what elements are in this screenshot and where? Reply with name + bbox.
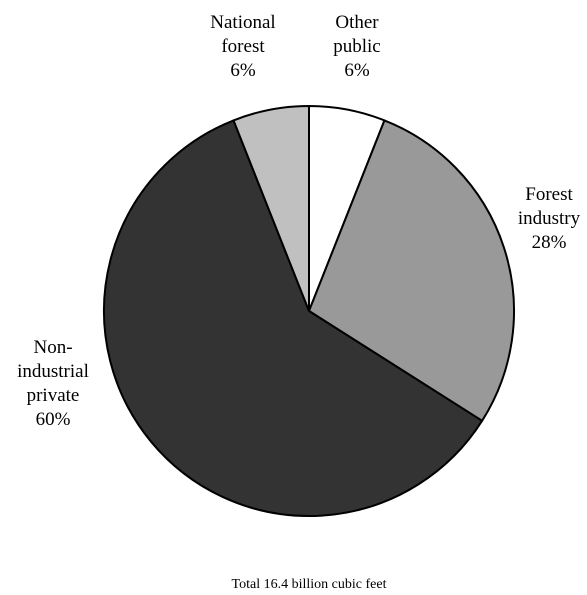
slice-label-line: Non- <box>33 337 72 358</box>
slice-label-line: National <box>210 12 275 33</box>
slice-label-line: 6% <box>344 60 370 81</box>
slice-label-line: 6% <box>230 60 256 81</box>
slice-label-line: 60% <box>36 409 71 430</box>
pie-slices <box>103 105 515 517</box>
slice-label-line: industrial <box>17 361 89 382</box>
slice-label-line: forest <box>221 36 265 57</box>
slice-label-line: public <box>333 36 381 57</box>
slice-label-line: Other <box>335 12 379 33</box>
slice-label-non-industrial-private: Non-industrial private 60% <box>17 337 89 430</box>
slice-label-line: industry <box>518 208 581 229</box>
slice-label-other-public: Other public 6% <box>333 12 381 81</box>
slice-label-line: private <box>27 385 80 406</box>
pie-slice-national-forest <box>232 105 310 312</box>
slice-label-national-forest: National forest 6% <box>210 12 275 81</box>
slice-label-forest-industry: Forest industry 28% <box>518 184 581 253</box>
pie-labels: Other public 6% Forest industry 28% Non-indust… <box>17 12 581 430</box>
chart-footnote: Total 16.4 billion cubic feet <box>232 577 387 592</box>
slice-label-line: 28% <box>532 232 567 253</box>
pie-slice-non-industrial-private <box>103 119 484 517</box>
slice-label-line: Forest <box>525 184 573 205</box>
pie-slice-forest-industry <box>308 119 515 422</box>
